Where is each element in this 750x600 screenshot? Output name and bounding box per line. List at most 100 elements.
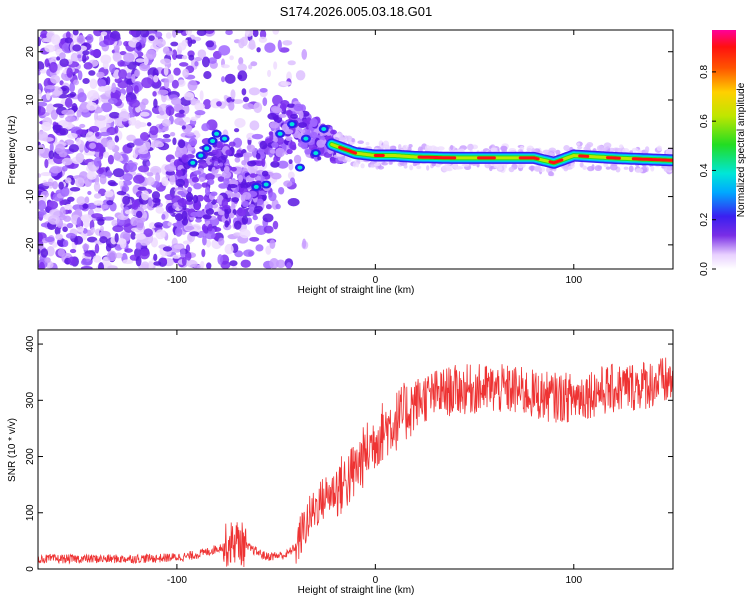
spectral-blob: [201, 248, 206, 258]
spectral-blob: [58, 151, 68, 158]
spectral-blob: [61, 157, 73, 166]
spectral-blob: [82, 203, 89, 209]
spectral-blob: [171, 97, 182, 106]
spectral-blob: [272, 220, 279, 230]
spectral-blob: [205, 208, 215, 215]
spectral-blob: [297, 122, 308, 128]
spectral-blob: [175, 227, 183, 237]
spectral-blob: [631, 147, 639, 152]
spectral-blob: [198, 161, 208, 169]
spectral-blob: [98, 262, 105, 269]
spectral-blob: [231, 265, 238, 269]
spectral-blob: [163, 66, 169, 76]
spectral-blob: [131, 73, 136, 84]
spectral-blob: [171, 49, 178, 61]
spectral-blob: [211, 167, 216, 175]
spectral-blob: [619, 144, 624, 149]
spectral-blob: [217, 155, 227, 165]
spectral-blob: [122, 195, 131, 205]
spectral-blob: [38, 89, 42, 99]
spectral-blob: [238, 57, 244, 65]
spectral-blob: [221, 76, 226, 83]
heatmap-y-label: Frequency (Hz): [7, 116, 18, 185]
spectral-blob: [38, 232, 43, 243]
spectral-blob: [90, 49, 101, 57]
spectral-blob: [449, 144, 454, 151]
spectral-blob: [97, 85, 108, 93]
spectral-blob: [48, 150, 55, 160]
spectral-blob: [122, 173, 133, 181]
spectral-blob: [126, 72, 133, 78]
spectral-blob: [218, 237, 225, 246]
bright-blob-core: [313, 151, 319, 156]
spectral-blob: [239, 228, 251, 239]
spectral-blob: [140, 30, 150, 38]
spectral-blob: [217, 254, 223, 265]
spectral-blob: [548, 171, 554, 177]
colorbar-gradient: [712, 30, 736, 269]
spectral-blob: [174, 112, 185, 118]
spectral-blob: [201, 56, 210, 68]
spectral-blob: [188, 137, 198, 147]
spectral-blob: [253, 208, 261, 215]
spectral-blob: [44, 257, 51, 263]
colorbar: 0.0 0.2 0.4 0.6 0.8 Normalized spectral ampl…: [699, 30, 747, 276]
spectral-blob: [99, 174, 107, 185]
spectral-blob: [277, 39, 282, 51]
spectral-blob: [248, 87, 260, 96]
spectral-blob: [196, 30, 207, 36]
spectral-blob: [190, 116, 198, 122]
spectral-blob: [279, 47, 290, 53]
spectral-blob: [272, 94, 283, 106]
spectral-blob: [77, 92, 87, 103]
spectral-blob: [246, 181, 251, 188]
spectral-blob: [155, 31, 163, 38]
spectral-blob: [175, 169, 183, 177]
spectral-blob: [147, 197, 153, 207]
spectral-blob: [402, 144, 409, 151]
spectral-blob: [72, 204, 84, 211]
spectral-blob: [93, 30, 103, 37]
spectral-blob: [224, 220, 229, 228]
spectral-blob: [250, 61, 258, 67]
spectral-blob: [46, 200, 59, 210]
spectral-blob: [38, 68, 41, 76]
spectral-blob: [205, 239, 211, 248]
spectral-blob: [330, 129, 337, 135]
spectral-blob: [140, 132, 150, 142]
spectral-blob: [69, 248, 77, 254]
bright-blob-core: [214, 131, 220, 136]
bright-blob-core: [253, 184, 259, 189]
spectral-blob: [112, 52, 122, 62]
spectral-blob: [100, 31, 108, 37]
spectral-blob: [603, 142, 612, 149]
spectral-blob: [108, 181, 118, 187]
spectral-blob: [162, 126, 169, 132]
spectral-blob: [87, 190, 92, 196]
spectral-blob: [106, 170, 113, 179]
spectral-blob: [154, 141, 165, 148]
spectral-blob: [233, 128, 240, 133]
spectral-blob: [135, 58, 145, 63]
y-tick-label: 20: [25, 46, 36, 58]
heatmap-x-label: Height of straight line (km): [298, 285, 415, 296]
spectral-blob: [50, 74, 61, 84]
spectral-blob: [96, 71, 105, 78]
spectral-blob: [251, 133, 264, 140]
spectral-blob: [546, 152, 555, 157]
spectral-blob: [594, 165, 602, 172]
spectral-blob: [99, 236, 108, 244]
spectral-blob: [155, 229, 166, 240]
spectral-blob: [194, 204, 201, 211]
spectral-blob: [247, 164, 258, 173]
spectral-blob: [208, 57, 217, 64]
spectral-blob: [66, 93, 76, 98]
spectral-blob: [103, 151, 110, 158]
spectral-blob: [267, 112, 278, 120]
spectral-blob: [628, 165, 634, 173]
spectral-blob: [106, 76, 111, 86]
spectral-blob: [104, 190, 114, 198]
spectral-blob: [183, 91, 195, 101]
spectral-blob: [218, 45, 231, 56]
spectral-blob: [230, 166, 237, 172]
